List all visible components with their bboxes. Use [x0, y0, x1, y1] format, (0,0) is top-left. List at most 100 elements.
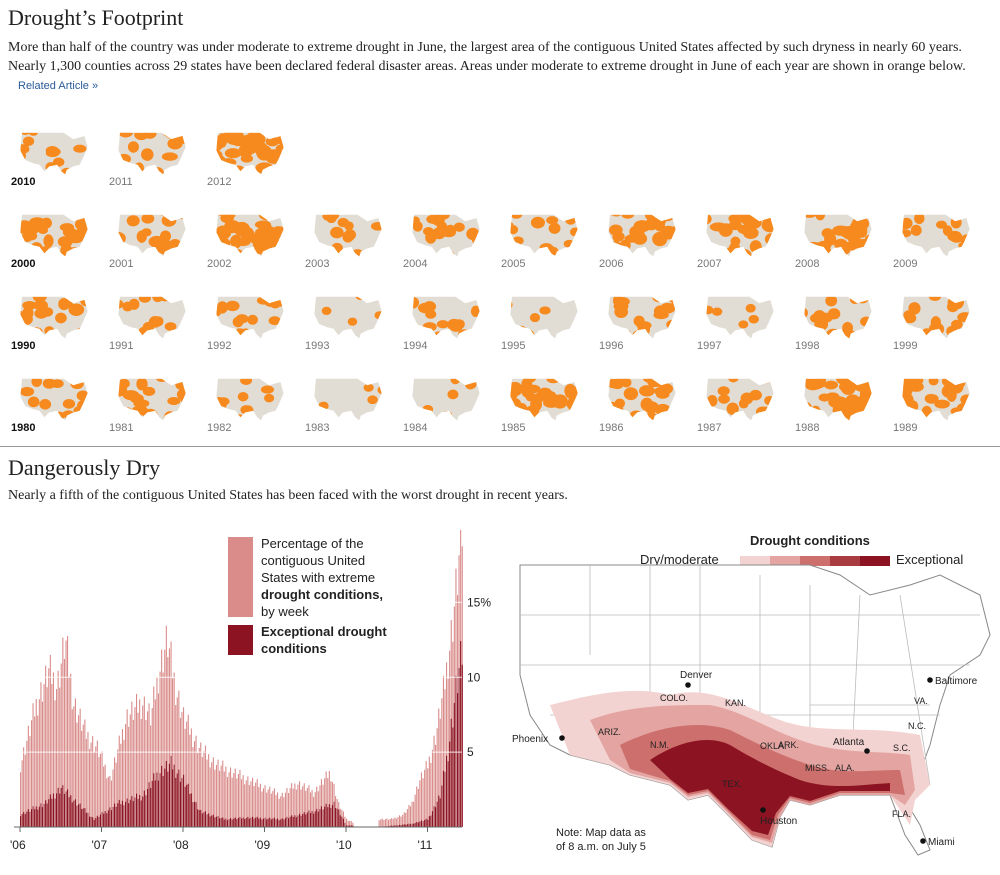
bar-extreme	[137, 712, 139, 827]
bar-exceptional	[344, 822, 346, 827]
us-map-thumbnail	[706, 214, 774, 257]
drought-map-2012: 2012	[204, 128, 296, 190]
bar-exceptional	[242, 817, 244, 827]
bar-exceptional	[457, 693, 459, 827]
bar-extreme	[29, 736, 31, 827]
bar-exceptional	[273, 817, 275, 827]
bar-exceptional	[175, 777, 177, 827]
scale-swatch	[800, 556, 830, 566]
bar-exceptional	[76, 805, 78, 827]
bar-exceptional	[21, 814, 23, 827]
year-label: 1984	[403, 422, 428, 434]
bar-exceptional	[248, 818, 250, 827]
bar-extreme	[190, 728, 192, 827]
bar-exceptional	[306, 812, 308, 827]
bar-exceptional	[458, 668, 460, 827]
bar-exceptional	[209, 816, 211, 827]
bar-exceptional	[295, 817, 297, 827]
related-article-link[interactable]: Related Article »	[18, 80, 99, 92]
bar-exceptional	[41, 807, 43, 827]
bar-exceptional	[316, 808, 318, 827]
bar-extreme	[200, 742, 202, 827]
bar-extreme	[60, 663, 62, 827]
bar-extreme	[444, 689, 446, 827]
bar-extreme	[267, 789, 269, 827]
year-label: 2009	[893, 258, 918, 270]
year-label: 1999	[893, 340, 918, 352]
bar-extreme	[320, 779, 322, 827]
drought-map-2002: 2002	[204, 210, 296, 272]
bar-exceptional	[178, 769, 180, 827]
bar-exceptional	[409, 824, 411, 827]
bar-extreme	[178, 690, 180, 827]
bar-exceptional	[452, 727, 454, 827]
bar-exceptional	[424, 820, 426, 827]
bar-exceptional	[250, 817, 252, 827]
bar-exceptional	[226, 820, 228, 827]
drought-map-2001: 2001	[106, 210, 198, 272]
bar-exceptional	[26, 811, 28, 827]
bar-extreme	[328, 771, 330, 827]
year-label: 1985	[501, 422, 526, 434]
bar-extreme	[106, 778, 108, 827]
year-label: 2010	[11, 176, 36, 188]
bar-exceptional	[115, 806, 117, 827]
bar-extreme	[234, 768, 236, 827]
bar-extreme	[41, 701, 43, 827]
bar-exceptional	[109, 807, 111, 827]
bar-extreme	[225, 766, 227, 827]
y-tick-label: 10	[467, 670, 481, 684]
x-tick-label: '10	[336, 838, 352, 852]
bar-extreme	[316, 786, 318, 827]
bar-exceptional	[65, 791, 67, 827]
map-legend-high: Exceptional	[896, 552, 964, 567]
x-tick-label: '11	[418, 838, 433, 852]
bar-exceptional	[203, 812, 205, 827]
bar-exceptional	[399, 824, 401, 827]
bar-exceptional	[294, 815, 296, 827]
bar-exceptional	[292, 816, 294, 827]
drought-map-1988: 1988	[792, 374, 884, 436]
bar-exceptional	[430, 815, 432, 827]
bar-extreme	[419, 780, 421, 827]
bar-extreme	[310, 792, 312, 827]
bar-extreme	[233, 773, 235, 827]
bar-exceptional	[261, 819, 263, 827]
state-label: VA.	[914, 696, 928, 706]
city-label: Denver	[680, 670, 713, 681]
bar-exceptional	[442, 770, 444, 827]
bar-extreme	[427, 768, 429, 827]
bar-extreme	[117, 749, 119, 827]
bar-extreme	[394, 817, 396, 827]
bar-extreme	[447, 678, 449, 827]
us-map-thumbnail	[216, 378, 284, 421]
drought-zones	[550, 690, 930, 847]
bar-exceptional	[68, 797, 70, 827]
bar-extreme	[291, 783, 293, 827]
bar-exceptional	[311, 811, 313, 827]
drought-map-2005: 2005	[498, 210, 590, 272]
bar-extreme	[63, 658, 65, 827]
us-map-thumbnail	[118, 378, 186, 421]
bar-extreme	[350, 821, 352, 827]
bar-exceptional	[79, 803, 81, 827]
bar-exceptional	[52, 793, 54, 827]
bar-extreme	[212, 757, 214, 827]
us-map-thumbnail	[608, 214, 676, 257]
bar-exceptional	[420, 820, 422, 827]
bar-exceptional	[114, 803, 116, 827]
year-label: 2000	[11, 258, 36, 270]
bar-extreme	[114, 757, 116, 827]
bar-exceptional	[200, 809, 202, 827]
bar-extreme	[302, 786, 304, 827]
bar-exceptional	[78, 804, 80, 827]
bar-extreme	[295, 789, 297, 827]
state-label: OKLA.	[760, 741, 787, 751]
bar-exceptional	[241, 818, 243, 827]
bar-exceptional	[186, 784, 188, 827]
bar-extreme	[314, 792, 316, 827]
bar-extreme	[344, 816, 346, 827]
bar-extreme	[239, 769, 241, 827]
bar-extreme	[397, 817, 399, 827]
bar-exceptional	[302, 814, 304, 827]
